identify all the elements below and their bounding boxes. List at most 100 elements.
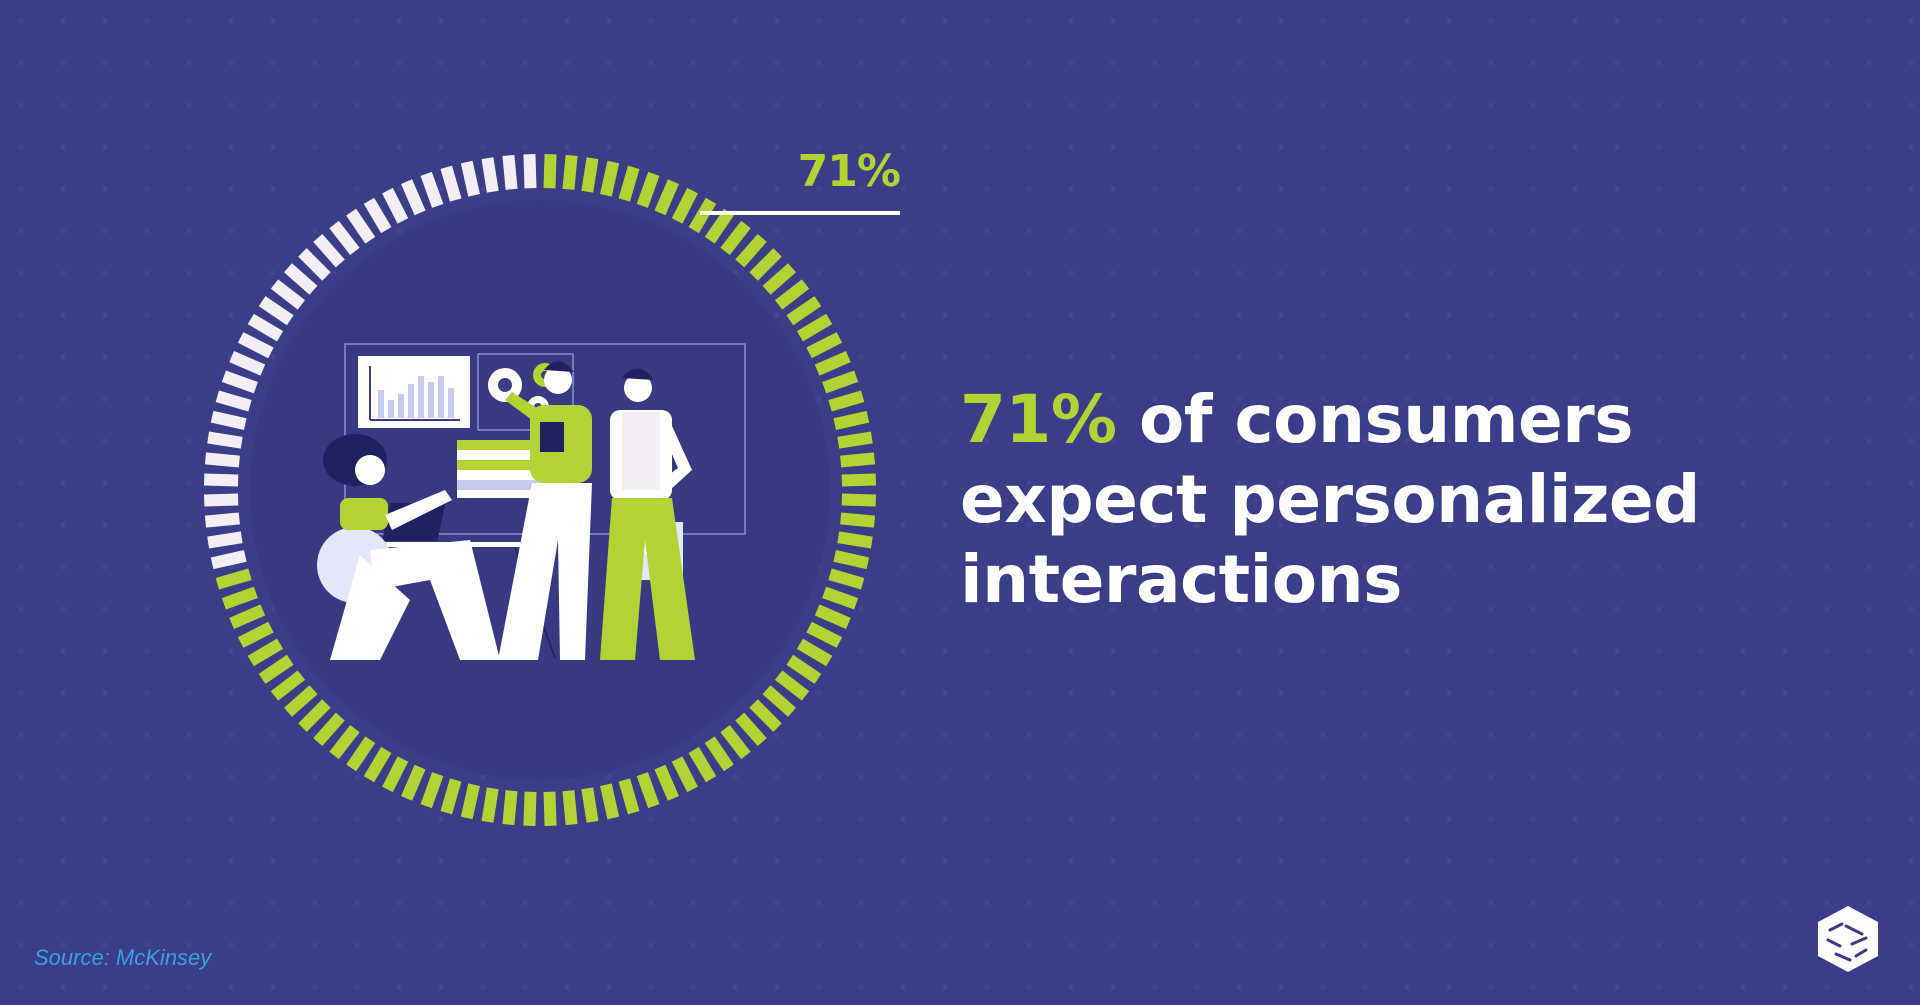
gauge-tick-filled <box>258 654 294 684</box>
gauge-tick-filled <box>774 279 810 310</box>
gauge-tick-filled <box>581 787 599 823</box>
gauge-tick-filled <box>600 160 620 197</box>
headline-text: of consumers expect personalized interac… <box>960 381 1700 618</box>
gauge-tick-empty <box>401 179 426 216</box>
gauge-leader-line <box>700 211 900 215</box>
gauge-tick-empty <box>298 248 331 281</box>
gauge-tick-filled <box>828 390 865 412</box>
gauge-tick-filled <box>600 783 620 820</box>
gauge-tick-filled <box>382 756 409 793</box>
gauge-tick-filled <box>346 736 376 772</box>
gauge-tick-filled <box>618 778 640 815</box>
gauge-tick-filled <box>749 699 782 732</box>
gauge-tick-empty <box>210 550 247 570</box>
gauge-tick-empty <box>363 197 392 234</box>
gauge-tick-empty <box>270 279 306 310</box>
gauge-tick-filled <box>735 712 767 747</box>
gauge-ticks <box>203 153 877 827</box>
gauge-tick-filled <box>688 746 717 783</box>
gauge-tick-filled <box>720 724 751 760</box>
gauge-tick-filled <box>562 154 578 190</box>
gauge-tick-filled <box>618 165 640 202</box>
gauge-tick-filled <box>786 654 822 684</box>
gauge-tick-filled <box>806 621 843 648</box>
gauge-tick-filled <box>735 233 767 268</box>
gauge-tick-filled <box>837 531 873 549</box>
gauge-tick-empty <box>346 208 376 244</box>
gauge-tick-filled <box>796 638 833 667</box>
gauge-tick-empty <box>203 473 239 487</box>
gauge-tick-filled <box>543 791 557 827</box>
gauge-tick-filled <box>822 586 859 610</box>
gauge-tick-filled <box>363 746 392 783</box>
gauge-tick-filled <box>215 568 252 590</box>
gauge-tick-filled <box>762 685 797 717</box>
cube-logo-icon[interactable] <box>1816 904 1880 974</box>
gauge-tick-filled <box>774 670 810 701</box>
gauge-tick-empty <box>210 410 247 430</box>
gauge-tick-filled <box>237 621 274 648</box>
gauge-tick-filled <box>270 670 306 701</box>
gauge-tick-empty <box>229 351 266 376</box>
gauge-tick-empty <box>420 171 444 208</box>
gauge-tick-filled <box>840 452 876 468</box>
gauge-tick-filled <box>329 724 360 760</box>
gauge-tick-empty <box>207 431 243 449</box>
gauge-tick-filled <box>833 550 870 570</box>
gauge-tick-empty <box>481 157 499 193</box>
gears-card <box>477 353 574 431</box>
gauge-tick-empty <box>207 531 243 549</box>
team-working-illustration <box>317 343 746 660</box>
gauge-tick-filled <box>749 248 782 281</box>
gauge-tick-filled <box>837 431 873 449</box>
headline-accent: 71% <box>960 381 1117 458</box>
gauge-tick-filled <box>481 787 499 823</box>
gauge-tick-empty <box>221 370 258 394</box>
gauge-tick-filled <box>636 772 660 809</box>
gauge-tick-filled <box>720 220 751 256</box>
gauge-tick-filled <box>636 171 660 208</box>
gauge-tick-filled <box>298 699 331 732</box>
gauge-tick-filled <box>671 756 698 793</box>
gauge-tick-filled <box>840 512 876 528</box>
gauge-tick-filled <box>460 783 480 820</box>
gauge-tick-filled <box>762 263 797 295</box>
gauge-tick-filled <box>796 313 833 342</box>
woman-top <box>340 498 388 530</box>
gauge-tick-filled <box>221 586 258 610</box>
gauge-tick-empty <box>237 332 274 359</box>
gauge-tick-filled <box>704 736 734 772</box>
headline: 71% of consumers expect personalized int… <box>960 380 1820 620</box>
gauge-tick-filled <box>247 638 284 667</box>
gauge-tick-filled <box>833 410 870 430</box>
gauge-tick-empty <box>313 233 345 268</box>
gauge-tick-filled <box>581 157 599 193</box>
gauge-tick-empty <box>382 187 409 224</box>
gauge-tick-filled <box>814 604 851 629</box>
gauge-tick-empty <box>440 165 462 202</box>
gauge-tick-filled <box>654 179 679 216</box>
gauge-tick-empty <box>203 493 239 507</box>
gauge-value-label: 71% <box>797 146 901 197</box>
gauge-tick-filled <box>814 351 851 376</box>
gauge-tick-empty <box>460 160 480 197</box>
gauge-tick-empty <box>247 313 284 342</box>
gauge-tick-filled <box>401 764 426 801</box>
gauge-tick-filled <box>283 685 318 717</box>
gauge-tick-filled <box>786 296 822 326</box>
gauge-tick-filled <box>688 197 717 234</box>
gauge-tick-filled <box>671 187 698 224</box>
gauge-tick-filled <box>704 208 734 244</box>
gauge-tick-empty <box>283 263 318 295</box>
gauge-tick-empty <box>502 154 518 190</box>
gauge-tick-filled <box>841 493 877 507</box>
gauge-tick-filled <box>543 153 557 189</box>
gauge-tick-filled <box>822 370 859 394</box>
gauge-tick-filled <box>841 473 877 487</box>
gauge-tick-filled <box>654 764 679 801</box>
gauge-tick-filled <box>420 772 444 809</box>
gauge-tick-filled <box>502 790 518 826</box>
gauge-tick-empty <box>204 452 240 468</box>
tablet-icon <box>540 422 564 452</box>
source-caption: Source: McKinsey <box>34 945 212 970</box>
